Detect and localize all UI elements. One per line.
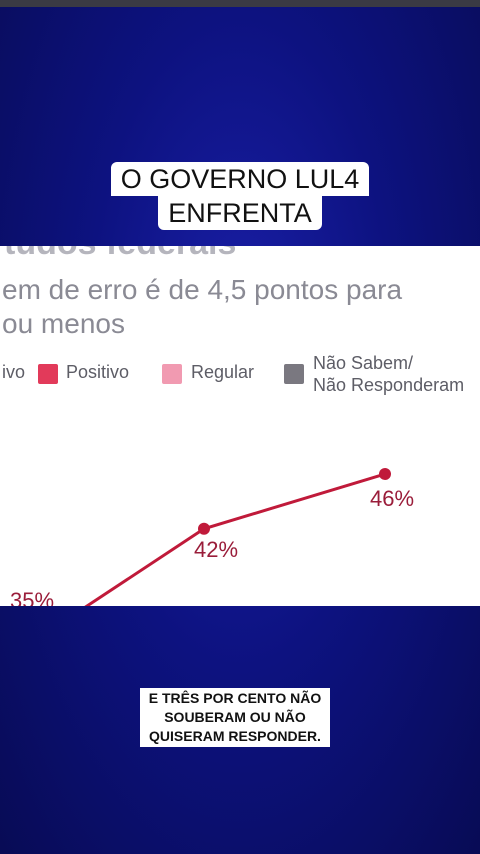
legend-label-regular: Regular — [191, 362, 255, 382]
top-caption-line-2: ENFRENTA — [158, 196, 322, 230]
bottom-caption: E TRÊS POR CENTO NÃO SOUBERAM OU NÃO QUI… — [140, 688, 330, 747]
chart-title: tudos federais — [4, 246, 236, 263]
legend-label-1: ivo — [2, 362, 26, 382]
line-chart: 35% 42% 46% — [10, 468, 414, 606]
legend-label-positivo: Positivo — [66, 362, 130, 382]
legend-swatch-nao-sabem — [284, 364, 304, 384]
data-point — [379, 468, 391, 480]
chart-subtitle-line-1: em de erro é de 4,5 pontos para — [2, 274, 403, 305]
data-point — [198, 522, 210, 535]
data-label: 46% — [370, 486, 414, 511]
legend-swatch-regular — [162, 364, 182, 384]
chart-subtitle-line-2: ou menos — [2, 308, 125, 339]
data-label: 35% — [10, 588, 54, 606]
top-caption: O GOVERNO LUL4 ENFRENTA — [0, 162, 480, 230]
legend-swatch-positivo — [38, 364, 58, 384]
data-label: 42% — [194, 537, 238, 562]
legend-label-nao-sabem: Não Sabem/ Não Responderam — [313, 353, 465, 395]
top-strip — [0, 0, 480, 7]
chart-legend: ivo Positivo Regular Não Sabem/ Não Resp… — [0, 350, 480, 400]
top-caption-line-1: O GOVERNO LUL4 — [110, 162, 370, 196]
chart-panel: tudos federais em de erro é de 4,5 ponto… — [0, 246, 480, 606]
